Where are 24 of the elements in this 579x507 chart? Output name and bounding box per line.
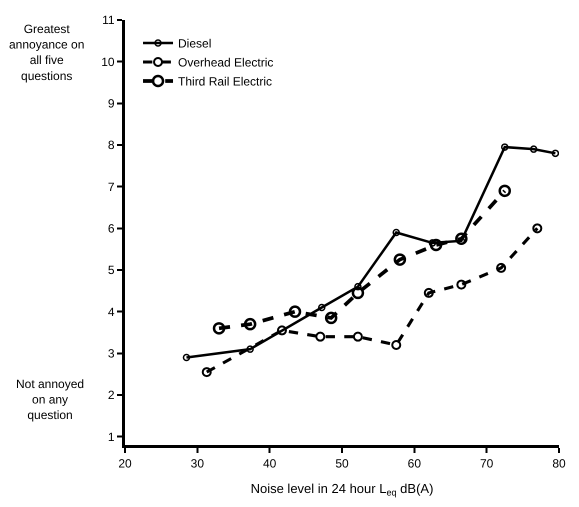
text: Not annoyed on any question (16, 377, 84, 422)
y-tick-label: 10 (101, 54, 115, 69)
x-axis-title: Noise level in 24 hour L$_{eq}$ dB(A) (250, 481, 434, 498)
y-tick-label: 7 (108, 180, 115, 194)
y-tick-label: 3 (108, 346, 115, 361)
x-tick-label: 40 (262, 456, 277, 470)
text: Greatest annoyance on all five questions (9, 22, 84, 83)
y-tick-label: 11 (102, 13, 115, 28)
x-tick-label: 60 (408, 456, 422, 470)
y-tick-label: 6 (108, 222, 115, 236)
y-tick-label: 4 (108, 304, 115, 319)
x-tick-label: 30 (190, 456, 204, 470)
y-tick-label: 1 (108, 430, 115, 444)
x-tick-label: 20 (118, 456, 132, 470)
legend-label: Overhead Electric (178, 56, 274, 70)
x-tick-label: 80 (552, 456, 566, 470)
x-tick-label: 70 (480, 456, 494, 470)
y-tick-label: 9 (108, 96, 115, 111)
legend-label: Third Rail Electric (178, 74, 272, 89)
x-tick-label: 50 (335, 456, 349, 470)
legend-label: Diesel (178, 36, 212, 51)
y-tick-label: 8 (108, 138, 115, 152)
y-tick-label: 5 (108, 263, 115, 278)
y-tick-label: 2 (108, 388, 115, 402)
